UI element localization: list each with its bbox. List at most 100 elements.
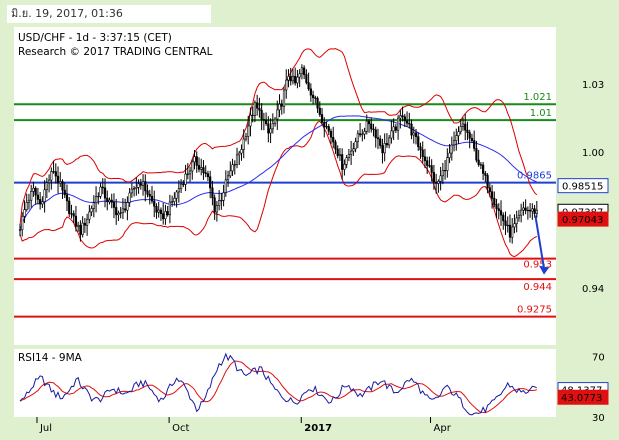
candle-body-40 (108, 199, 111, 203)
candle-body-74 (184, 173, 187, 185)
candle-body-30 (86, 218, 89, 226)
candle-body-165 (388, 137, 391, 146)
candle-body-113 (271, 123, 274, 130)
candle-body-172 (403, 116, 406, 122)
candle-body-158 (372, 128, 375, 131)
candle-body-178 (417, 136, 420, 148)
candle-body-94 (229, 170, 232, 177)
candle-body-132 (314, 97, 317, 99)
candle-body-85 (209, 176, 212, 189)
bollinger-upper (19, 48, 538, 226)
candle-body-31 (88, 211, 91, 220)
candle-body-140 (332, 137, 335, 143)
candle-body-120 (287, 76, 290, 81)
candle-body-129 (307, 82, 310, 90)
candle-body-225 (522, 207, 525, 211)
candle-body-25 (74, 215, 78, 227)
candle-body-188 (439, 175, 442, 182)
candle-body-93 (226, 175, 230, 181)
candle-body-190 (443, 170, 447, 172)
candle-body-29 (83, 222, 86, 226)
candle-body-100 (242, 138, 245, 150)
candle-body-126 (300, 67, 304, 75)
candle-body-228 (529, 209, 532, 212)
rsi-tag-label-1: 43.0773 (561, 393, 602, 404)
level-label-4: 0.944 (523, 282, 552, 293)
level-label-5: 0.9275 (517, 305, 552, 316)
candle-body-203 (473, 140, 476, 149)
candle-body-128 (305, 74, 308, 83)
candle-body-49 (128, 192, 131, 203)
candle-body-1 (21, 216, 24, 231)
chart-instrument-info: USD/CHF - 1d - 3:37:15 (CET) (18, 32, 172, 44)
candle-body-68 (171, 201, 174, 203)
candle-body-192 (448, 152, 451, 159)
candle-body-108 (260, 109, 263, 120)
candle-body-102 (247, 125, 250, 137)
candle-body-37 (101, 186, 104, 189)
candle-body-227 (526, 209, 529, 212)
candle-body-43 (115, 207, 118, 216)
candle-body-116 (278, 103, 281, 111)
candle-body-186 (435, 181, 438, 184)
candle-body-194 (452, 140, 456, 146)
level-label-2: 0.9865 (517, 171, 552, 182)
candle-body-223 (517, 214, 521, 219)
candle-body-19 (61, 181, 64, 191)
candle-body-96 (233, 164, 236, 166)
candle-body-174 (408, 122, 411, 125)
candle-body-111 (267, 123, 270, 134)
candle-body-180 (421, 149, 424, 158)
candle-body-164 (385, 143, 389, 146)
candle-body-175 (410, 123, 413, 136)
candle-body-160 (376, 137, 380, 140)
rsi-panel-background (14, 349, 556, 417)
candle-body-104 (251, 114, 254, 117)
price-tick-0: 0.94 (582, 284, 604, 295)
candle-body-214 (497, 208, 500, 211)
candle-body-209 (486, 175, 489, 188)
candle-body-199 (464, 123, 467, 131)
candle-body-151 (356, 133, 359, 142)
candle-body-185 (432, 172, 436, 183)
candle-body-131 (311, 94, 315, 99)
candle-body-224 (520, 209, 523, 216)
candle-body-139 (329, 131, 333, 138)
candle-body-208 (484, 173, 487, 176)
candle-body-106 (256, 102, 259, 109)
candle-body-211 (490, 191, 494, 199)
candle-body-202 (470, 137, 474, 141)
candle-body-156 (367, 120, 371, 125)
candle-body-58 (148, 193, 151, 197)
candle-body-161 (379, 138, 382, 146)
candle-body-46 (121, 208, 125, 214)
candle-body-173 (405, 120, 409, 124)
candle-body-98 (238, 152, 241, 156)
price-tick-3: 1.03 (582, 80, 604, 91)
candle-body-5 (30, 191, 33, 201)
candle-body-162 (381, 145, 384, 154)
candle-body-23 (70, 213, 73, 215)
candle-body-138 (327, 126, 330, 132)
candle-body-121 (289, 76, 292, 82)
candle-body-83 (204, 172, 207, 175)
candle-body-86 (211, 187, 214, 199)
candle-body-50 (130, 188, 133, 194)
candle-body-42 (112, 202, 116, 208)
candle-body-59 (150, 195, 154, 202)
candle-body-16 (54, 171, 57, 177)
candle-body-67 (168, 201, 171, 216)
candle-body-91 (222, 192, 225, 201)
top-bar: มิ.ย. 19, 2017, 01:36 (0, 0, 619, 25)
candle-body-55 (141, 181, 145, 186)
level-label-0: 1.021 (523, 92, 552, 103)
price-tag-0 (557, 178, 609, 194)
candle-body-33 (92, 202, 95, 209)
candle-body-60 (153, 200, 156, 207)
rsi-value-tags: 48.137743.0773 (557, 382, 609, 405)
candle-body-168 (394, 126, 397, 131)
candle-body-95 (231, 164, 234, 172)
candle-body-39 (106, 197, 109, 203)
